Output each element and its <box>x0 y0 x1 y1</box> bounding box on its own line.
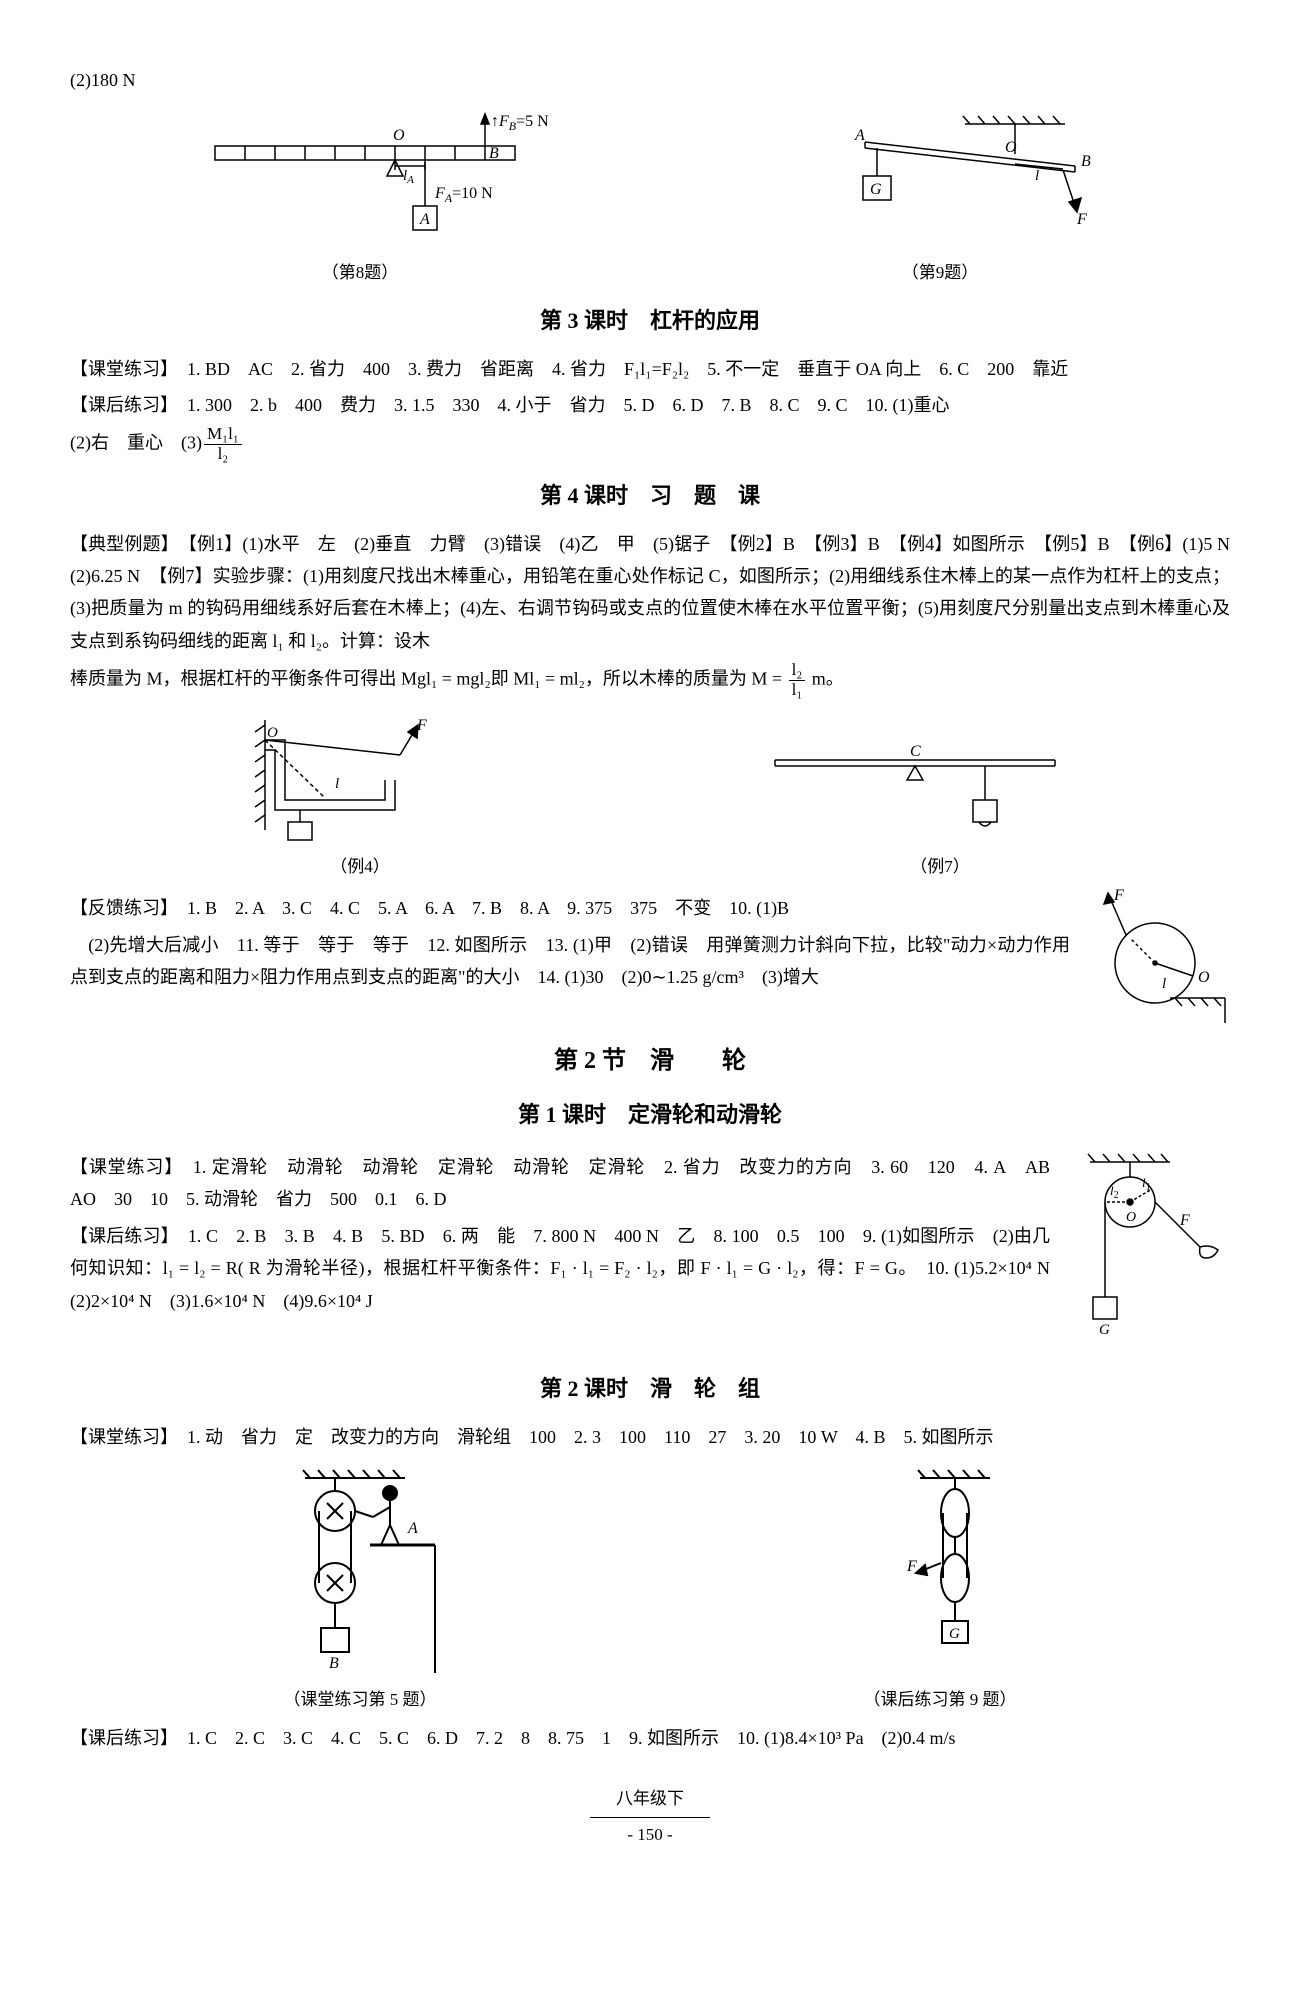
sec3-title: 第 3 课时 杠杆的应用 <box>70 301 1230 341</box>
svg-text:C: C <box>910 743 921 760</box>
fig-fg-caption: （课后练习第 9 题） <box>864 1685 1017 1716</box>
svg-text:lA: lA <box>403 168 414 186</box>
svg-text:l: l <box>1162 976 1166 992</box>
sec4-p2: 棒质量为 M，根据杠杆的平衡条件可得出 Mgl₁ = mgl₂即 Ml₁ = m… <box>70 661 1230 700</box>
fig9-svg: A O l B G F <box>805 106 1105 256</box>
caption-ex47: （例4） （例7） <box>70 852 1230 883</box>
svg-text:G: G <box>949 1626 960 1642</box>
fb-p1: 【反馈练习】 1. B 2. A 3. C 4. C 5. A 6. A 7. … <box>70 892 1070 924</box>
sec3-after-a: 【课后练习】 1. 300 2. b 400 费力 3. 1.5 330 4. … <box>70 389 1230 421</box>
pulley9-svg: l2 l1 O F G <box>1060 1147 1230 1357</box>
svg-text:O: O <box>1126 1210 1136 1225</box>
svg-text:O: O <box>1005 139 1017 156</box>
footer-page: - 150 - <box>70 1820 1230 1851</box>
sec3-after-b: (2)右 重心 (3)M₁l₁l₂ <box>70 425 1230 464</box>
svg-text:O: O <box>1198 969 1210 986</box>
svg-text:F: F <box>416 717 427 734</box>
fig-ab-svg: A B <box>275 1463 475 1683</box>
sec3-class: 【课堂练习】 1. BD AC 2. 省力 400 3. 费力 省距离 4. 省… <box>70 353 1230 385</box>
svg-text:G: G <box>1099 1322 1110 1338</box>
svg-text:G: G <box>870 181 882 198</box>
svg-text:F: F <box>1113 888 1124 904</box>
svg-text:l2: l2 <box>1110 1183 1119 1201</box>
svg-text:O: O <box>267 725 278 741</box>
svg-text:F: F <box>1179 1212 1190 1229</box>
ex4-caption: （例4） <box>330 852 390 883</box>
feedback-block: 【反馈练习】 1. B 2. A 3. C 4. C 5. A 6. A 7. … <box>70 888 1230 1028</box>
fig9-caption: （第9题） <box>902 258 979 289</box>
node2-title: 第 2 节 滑 轮 <box>70 1040 1230 1083</box>
caption-8-9: （第8题） （第9题） <box>70 258 1230 289</box>
ex7-caption: （例7） <box>910 852 970 883</box>
svg-text:l: l <box>335 776 339 792</box>
sec4-p1: 【典型例题】 【例1】(1)水平 左 (2)垂直 力臂 (3)错误 (4)乙 甲… <box>70 528 1230 658</box>
line-top: (2)180 N <box>70 64 1230 96</box>
svg-text:A: A <box>419 211 430 228</box>
svg-text:F: F <box>906 1558 917 1575</box>
figs-ex4-ex7: O l F C <box>70 710 1230 850</box>
svg-text:B: B <box>329 1655 339 1672</box>
fig-fg-svg: F G <box>885 1463 1025 1683</box>
svg-text:B: B <box>1081 153 1091 170</box>
circle-svg: F O l <box>1080 888 1230 1028</box>
footer-grade: 八年级下 <box>70 1784 1230 1815</box>
les1-title: 第 1 课时 定滑轮和动滑轮 <box>70 1095 1230 1135</box>
page-footer: 八年级下 - 150 - <box>70 1784 1230 1850</box>
fig-ab-caption: （课堂练习第 5 题） <box>284 1685 437 1716</box>
svg-text:A: A <box>854 127 865 144</box>
les1-block: 【课堂练习】 1. 定滑轮 动滑轮 动滑轮 定滑轮 动滑轮 定滑轮 2. 省力 … <box>70 1147 1230 1357</box>
ex7-svg: C <box>755 730 1075 850</box>
svg-text:F: F <box>1076 211 1087 228</box>
caption-ab-fg: （课堂练习第 5 题） （课后练习第 9 题） <box>70 1685 1230 1716</box>
figs-ab-fg: A B F G <box>70 1463 1230 1683</box>
fb-p2: (2)先增大后减小 11. 等于 等于 等于 12. 如图所示 13. (1)甲… <box>70 929 1070 994</box>
svg-text:A: A <box>407 1520 418 1537</box>
ex4-svg: O l F <box>225 710 445 850</box>
svg-text:↑FB=5 N: ↑FB=5 N <box>491 113 549 133</box>
les2-class: 【课堂练习】 1. 动 省力 定 改变力的方向 滑轮组 100 2. 3 100… <box>70 1421 1230 1453</box>
figs-8-9: O ↑FB=5 N B lA FA=10 N A <box>70 106 1230 256</box>
les1-class: 【课堂练习】 1. 定滑轮 动滑轮 动滑轮 定滑轮 动滑轮 定滑轮 2. 省力 … <box>70 1151 1050 1216</box>
les2-title: 第 2 课时 滑 轮 组 <box>70 1369 1230 1409</box>
les1-after: 【课后练习】 1. C 2. B 3. B 4. B 5. BD 6. 两 能 … <box>70 1220 1050 1317</box>
svg-text:l1: l1 <box>1142 1175 1151 1193</box>
svg-text:l: l <box>1035 168 1039 184</box>
les2-after: 【课后练习】 1. C 2. C 3. C 4. C 5. C 6. D 7. … <box>70 1722 1230 1754</box>
fig8-caption: （第8题） <box>322 258 399 289</box>
sec4-title: 第 4 课时 习 题 课 <box>70 476 1230 516</box>
fig8-svg: O ↑FB=5 N B lA FA=10 N A <box>195 106 555 256</box>
svg-text:O: O <box>393 127 405 144</box>
svg-text:FA=10 N: FA=10 N <box>434 185 493 205</box>
svg-text:B: B <box>489 145 499 162</box>
